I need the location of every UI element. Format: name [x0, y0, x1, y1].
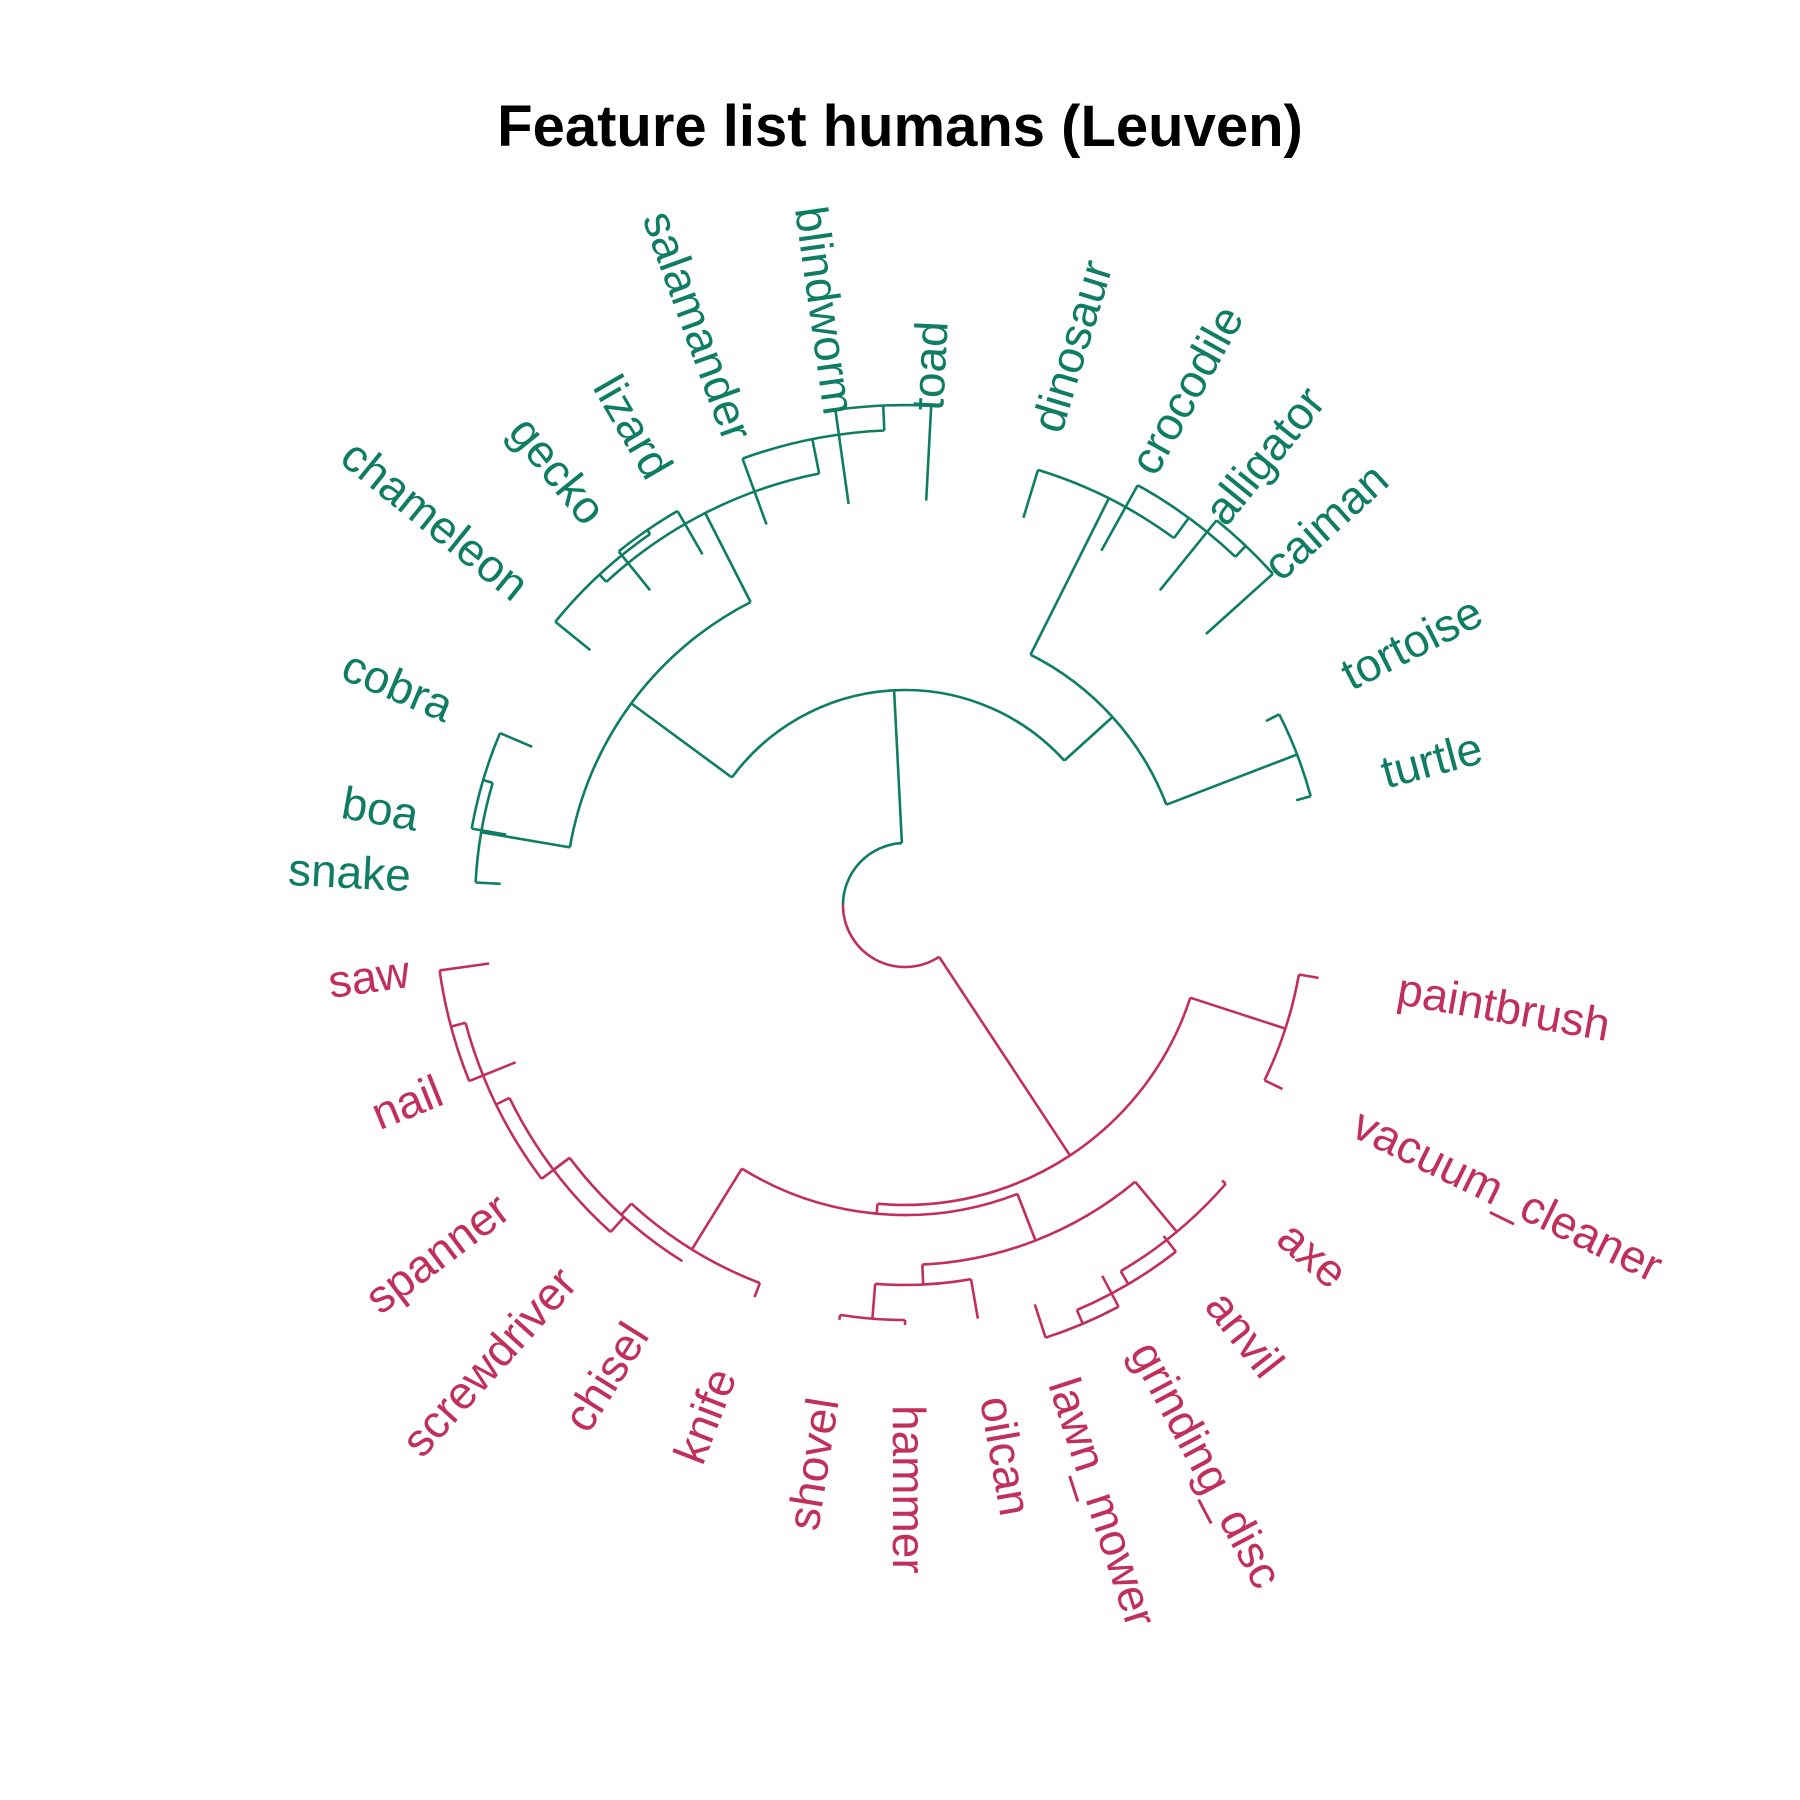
branch: [1075, 1309, 1084, 1325]
branch: [875, 1203, 879, 1214]
leaf-label-anvil: anvil: [1195, 1281, 1294, 1388]
branch-arc: [554, 533, 651, 623]
leaf-label-lizard: lizard: [583, 366, 683, 487]
branch: [1119, 1270, 1130, 1285]
branch: [921, 1264, 925, 1285]
branch: [609, 1216, 625, 1233]
leaf-label-snake: snake: [287, 843, 412, 901]
branch-arc: [508, 1097, 612, 1233]
branch: [1100, 484, 1139, 552]
branch: [881, 405, 886, 431]
branch: [753, 1282, 762, 1298]
branch: [1029, 555, 1081, 656]
branch: [495, 1096, 511, 1106]
tools-cluster-stem: [938, 956, 1072, 1157]
branch: [711, 1167, 744, 1217]
leaf-label-gecko: gecko: [499, 406, 617, 534]
branch: [475, 881, 501, 886]
branch: [480, 830, 497, 836]
branch: [1237, 1011, 1286, 1030]
branch: [1158, 519, 1218, 592]
branch: [1162, 1235, 1177, 1253]
leaf-label-cobra: cobra: [335, 639, 462, 732]
branch: [450, 1021, 466, 1028]
leaf-label-spanner: spanner: [355, 1182, 519, 1324]
branch: [471, 827, 507, 836]
branch: [834, 409, 850, 505]
branch: [1033, 1303, 1047, 1339]
branch: [439, 962, 490, 972]
branch: [1205, 572, 1274, 635]
branch: [1172, 517, 1190, 539]
root-arc-tools: [841, 904, 940, 969]
leaf-label-knife: knife: [663, 1361, 746, 1470]
branch-arc: [730, 688, 1066, 779]
leaf-label-chisel: chisel: [552, 1313, 658, 1440]
chart-title: Feature list humans (Leuven): [497, 94, 1303, 159]
branch: [499, 731, 533, 748]
leaf-label-hammer: hammer: [883, 1405, 935, 1574]
branch-arc: [839, 1313, 906, 1322]
branch: [552, 1156, 571, 1171]
animals-cluster-stem: [892, 690, 904, 844]
branch-arc: [835, 403, 932, 412]
branch: [1295, 795, 1312, 802]
branch: [617, 550, 652, 592]
leaf-label-axe: axe: [1268, 1210, 1358, 1298]
branch: [598, 573, 608, 583]
branch: [690, 1214, 715, 1251]
branch: [482, 778, 494, 785]
branch: [704, 512, 752, 603]
leaf-label-chameleon: chameleon: [331, 429, 539, 611]
branch: [620, 1202, 633, 1216]
leaf-label-saw: saw: [325, 945, 414, 1008]
branch: [871, 1283, 877, 1319]
root-arc-animals: [841, 841, 902, 906]
leaf-label-dinosaur: dinosaur: [1021, 254, 1122, 438]
branch: [1016, 1193, 1037, 1241]
branch: [1234, 545, 1247, 558]
dendrogram-branches: [438, 403, 1319, 1339]
leaf-label-oilcan: oilcan: [970, 1392, 1042, 1519]
branch: [838, 1314, 842, 1321]
branch: [924, 405, 933, 501]
branch: [1101, 1275, 1120, 1308]
branch: [646, 529, 652, 535]
branch: [1063, 716, 1114, 762]
leaf-label-vacuum-cleaner: vacuum_cleaner: [1345, 1097, 1671, 1292]
leaf-label-blindworm: blindworm: [785, 203, 866, 418]
branch: [1189, 996, 1239, 1015]
branch: [630, 702, 733, 779]
branch: [1022, 469, 1040, 519]
branch: [495, 833, 571, 849]
branch: [1263, 1079, 1284, 1091]
branch: [468, 1061, 517, 1083]
leaf-label-tortoise: tortoise: [1332, 585, 1490, 700]
branch: [1298, 973, 1319, 980]
branch: [1134, 1180, 1178, 1233]
branch: [554, 620, 592, 652]
leaf-label-nail: nail: [364, 1065, 450, 1140]
branch: [676, 510, 704, 555]
leaf-labels: snakeboacobrachameleongeckolizardsalaman…: [287, 203, 1671, 1633]
branch-arc: [568, 1157, 684, 1263]
branch: [969, 1278, 980, 1319]
branch: [811, 438, 821, 474]
leaf-label-turtle: turtle: [1375, 722, 1487, 799]
branch-arc: [1278, 713, 1312, 797]
leaf-label-boa: boa: [338, 776, 423, 841]
leaf-label-shovel: shovel: [777, 1394, 849, 1533]
leaf-label-lawn-mower: lawn_mower: [1038, 1371, 1167, 1633]
leaf-label-toad: toad: [901, 320, 958, 412]
leaf-label-paintbrush: paintbrush: [1394, 962, 1615, 1051]
branch: [1265, 713, 1280, 723]
branch-arc: [741, 1167, 1018, 1217]
branch: [1078, 497, 1111, 557]
branch: [1165, 753, 1298, 806]
